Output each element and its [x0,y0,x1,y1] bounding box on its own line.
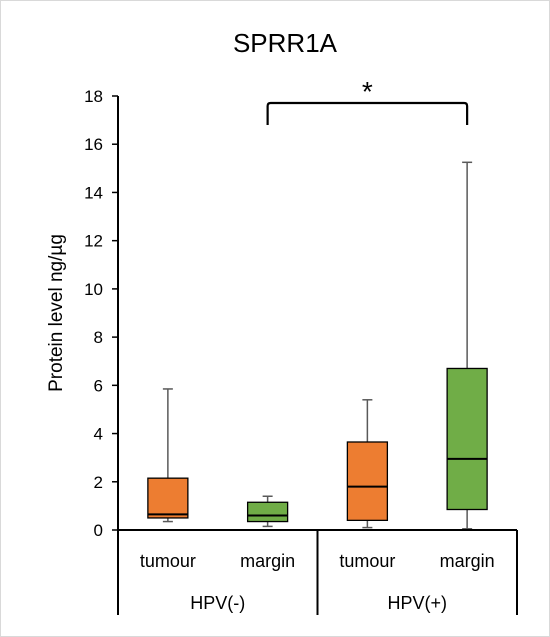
box-iqr [147,477,189,519]
y-axis-ticks: 0 2 4 6 8 10 12 14 16 18 [84,87,118,540]
box-iqr [246,501,289,523]
y-tick-label: 12 [84,232,103,251]
y-tick-label: 8 [94,328,103,347]
category-label: margin [240,551,295,571]
y-tick-label: 2 [94,473,103,492]
box-iqr [346,441,389,522]
y-tick-label: 6 [94,376,103,395]
category-label: tumour [140,551,196,571]
category-label: margin [440,551,495,571]
significance-bracket: * [266,76,469,125]
significance-label: * [362,76,373,107]
y-tick-label: 18 [84,87,103,106]
y-axis-label: Protein level ng/µg [46,234,67,392]
y-tick-label: 16 [84,135,103,154]
x-axis-categories: tumour margin HPV(-) tumour margin HPV(+) [140,551,495,613]
bracket-line [266,101,469,125]
box-iqr [446,367,488,511]
boxes-layer [147,161,488,530]
chart-title: SPRR1A [233,28,338,58]
axes-layer [117,96,518,615]
group-label: HPV(+) [387,593,447,613]
group-label: HPV(-) [190,593,245,613]
y-tick-label: 4 [94,425,103,444]
y-tick-label: 14 [84,183,103,202]
y-tick-label: 10 [84,280,103,299]
category-label: tumour [339,551,395,571]
y-tick-label: 0 [94,521,103,540]
